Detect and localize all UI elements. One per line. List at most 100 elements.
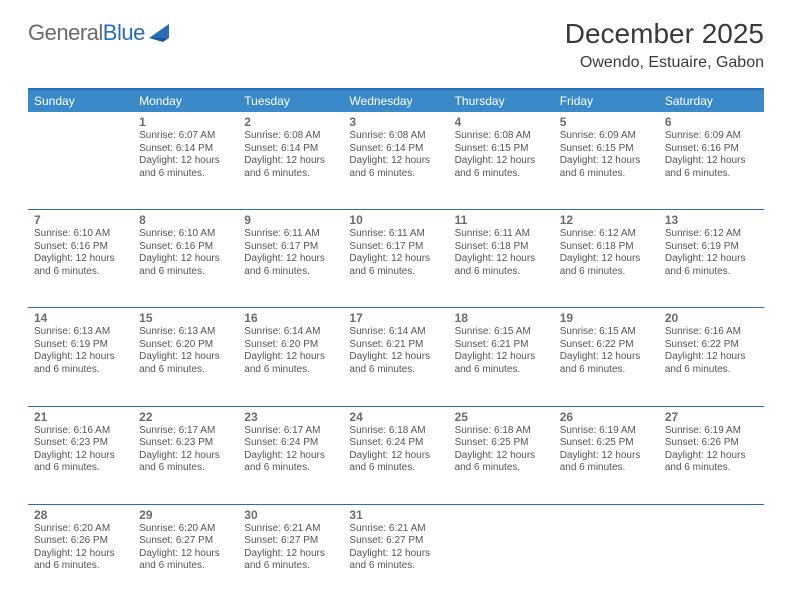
calendar-day: 28Sunrise: 6:20 AMSunset: 6:26 PMDayligh… [28, 505, 133, 602]
daylight-text: Daylight: 12 hours and 6 minutes. [665, 351, 758, 376]
day-number: 11 [455, 213, 548, 227]
calendar-day: 14Sunrise: 6:13 AMSunset: 6:19 PMDayligh… [28, 308, 133, 405]
calendar-week: 1Sunrise: 6:07 AMSunset: 6:14 PMDaylight… [28, 112, 764, 210]
daylight-text: Daylight: 12 hours and 6 minutes. [560, 155, 653, 180]
sunrise-text: Sunrise: 6:19 AM [665, 425, 758, 438]
sunrise-text: Sunrise: 6:15 AM [455, 326, 548, 339]
page: GeneralBlue December 2025 Owendo, Estuai… [0, 0, 792, 612]
sunset-text: Sunset: 6:27 PM [244, 535, 337, 548]
sunset-text: Sunset: 6:22 PM [560, 339, 653, 352]
day-number: 9 [244, 213, 337, 227]
daylight-text: Daylight: 12 hours and 6 minutes. [455, 155, 548, 180]
day-number: 2 [244, 115, 337, 129]
calendar-day: 31Sunrise: 6:21 AMSunset: 6:27 PMDayligh… [343, 505, 448, 602]
sunset-text: Sunset: 6:17 PM [244, 241, 337, 254]
weekday-label: Tuesday [238, 90, 343, 112]
day-number: 27 [665, 410, 758, 424]
calendar-day [659, 505, 764, 602]
calendar-weeks: 1Sunrise: 6:07 AMSunset: 6:14 PMDaylight… [28, 112, 764, 602]
calendar-day: 17Sunrise: 6:14 AMSunset: 6:21 PMDayligh… [343, 308, 448, 405]
calendar-day: 10Sunrise: 6:11 AMSunset: 6:17 PMDayligh… [343, 210, 448, 307]
calendar: SundayMondayTuesdayWednesdayThursdayFrid… [28, 88, 764, 602]
sunrise-text: Sunrise: 6:18 AM [349, 425, 442, 438]
day-number: 19 [560, 311, 653, 325]
sunrise-text: Sunrise: 6:09 AM [560, 130, 653, 143]
sunrise-text: Sunrise: 6:21 AM [244, 523, 337, 536]
calendar-day: 30Sunrise: 6:21 AMSunset: 6:27 PMDayligh… [238, 505, 343, 602]
day-number: 4 [455, 115, 548, 129]
sunset-text: Sunset: 6:23 PM [34, 437, 127, 450]
sunrise-text: Sunrise: 6:21 AM [349, 523, 442, 536]
calendar-day: 25Sunrise: 6:18 AMSunset: 6:25 PMDayligh… [449, 407, 554, 504]
calendar-day: 5Sunrise: 6:09 AMSunset: 6:15 PMDaylight… [554, 112, 659, 209]
sunrise-text: Sunrise: 6:13 AM [139, 326, 232, 339]
day-number: 31 [349, 508, 442, 522]
weekday-label: Saturday [659, 90, 764, 112]
calendar-day [554, 505, 659, 602]
sunrise-text: Sunrise: 6:11 AM [244, 228, 337, 241]
sunrise-text: Sunrise: 6:08 AM [455, 130, 548, 143]
daylight-text: Daylight: 12 hours and 6 minutes. [34, 548, 127, 573]
daylight-text: Daylight: 12 hours and 6 minutes. [244, 351, 337, 376]
sunset-text: Sunset: 6:17 PM [349, 241, 442, 254]
brand-logo: GeneralBlue [28, 20, 175, 46]
brand-part2: Blue [103, 20, 145, 45]
sunset-text: Sunset: 6:23 PM [139, 437, 232, 450]
daylight-text: Daylight: 12 hours and 6 minutes. [34, 351, 127, 376]
calendar-day: 24Sunrise: 6:18 AMSunset: 6:24 PMDayligh… [343, 407, 448, 504]
calendar-week: 28Sunrise: 6:20 AMSunset: 6:26 PMDayligh… [28, 505, 764, 602]
calendar-day: 11Sunrise: 6:11 AMSunset: 6:18 PMDayligh… [449, 210, 554, 307]
calendar-day: 2Sunrise: 6:08 AMSunset: 6:14 PMDaylight… [238, 112, 343, 209]
daylight-text: Daylight: 12 hours and 6 minutes. [244, 253, 337, 278]
day-number: 3 [349, 115, 442, 129]
sunset-text: Sunset: 6:26 PM [34, 535, 127, 548]
daylight-text: Daylight: 12 hours and 6 minutes. [349, 351, 442, 376]
calendar-day: 6Sunrise: 6:09 AMSunset: 6:16 PMDaylight… [659, 112, 764, 209]
sunset-text: Sunset: 6:14 PM [244, 143, 337, 156]
weekday-label: Sunday [28, 90, 133, 112]
sunset-text: Sunset: 6:15 PM [455, 143, 548, 156]
sunrise-text: Sunrise: 6:08 AM [349, 130, 442, 143]
day-number: 22 [139, 410, 232, 424]
calendar-day: 23Sunrise: 6:17 AMSunset: 6:24 PMDayligh… [238, 407, 343, 504]
calendar-day: 29Sunrise: 6:20 AMSunset: 6:27 PMDayligh… [133, 505, 238, 602]
calendar-day: 9Sunrise: 6:11 AMSunset: 6:17 PMDaylight… [238, 210, 343, 307]
day-number: 21 [34, 410, 127, 424]
daylight-text: Daylight: 12 hours and 6 minutes. [665, 155, 758, 180]
sunrise-text: Sunrise: 6:10 AM [34, 228, 127, 241]
daylight-text: Daylight: 12 hours and 6 minutes. [244, 450, 337, 475]
day-number: 15 [139, 311, 232, 325]
calendar-day: 26Sunrise: 6:19 AMSunset: 6:25 PMDayligh… [554, 407, 659, 504]
location-text: Owendo, Estuaire, Gabon [565, 54, 764, 72]
sunset-text: Sunset: 6:20 PM [139, 339, 232, 352]
sunrise-text: Sunrise: 6:14 AM [244, 326, 337, 339]
sunrise-text: Sunrise: 6:13 AM [34, 326, 127, 339]
day-number: 13 [665, 213, 758, 227]
sunset-text: Sunset: 6:16 PM [34, 241, 127, 254]
sunrise-text: Sunrise: 6:19 AM [560, 425, 653, 438]
sunset-text: Sunset: 6:14 PM [139, 143, 232, 156]
calendar-day: 18Sunrise: 6:15 AMSunset: 6:21 PMDayligh… [449, 308, 554, 405]
daylight-text: Daylight: 12 hours and 6 minutes. [139, 253, 232, 278]
sunset-text: Sunset: 6:19 PM [665, 241, 758, 254]
sunrise-text: Sunrise: 6:09 AM [665, 130, 758, 143]
day-number: 26 [560, 410, 653, 424]
calendar-day: 13Sunrise: 6:12 AMSunset: 6:19 PMDayligh… [659, 210, 764, 307]
sunset-text: Sunset: 6:24 PM [244, 437, 337, 450]
day-number: 7 [34, 213, 127, 227]
weekday-row: SundayMondayTuesdayWednesdayThursdayFrid… [28, 90, 764, 112]
weekday-label: Monday [133, 90, 238, 112]
calendar-week: 14Sunrise: 6:13 AMSunset: 6:19 PMDayligh… [28, 308, 764, 406]
day-number: 23 [244, 410, 337, 424]
sunset-text: Sunset: 6:16 PM [139, 241, 232, 254]
daylight-text: Daylight: 12 hours and 6 minutes. [560, 351, 653, 376]
sunset-text: Sunset: 6:22 PM [665, 339, 758, 352]
sunrise-text: Sunrise: 6:17 AM [244, 425, 337, 438]
weekday-label: Friday [554, 90, 659, 112]
day-number: 1 [139, 115, 232, 129]
sunrise-text: Sunrise: 6:11 AM [455, 228, 548, 241]
day-number: 25 [455, 410, 548, 424]
daylight-text: Daylight: 12 hours and 6 minutes. [349, 450, 442, 475]
daylight-text: Daylight: 12 hours and 6 minutes. [34, 253, 127, 278]
sunrise-text: Sunrise: 6:16 AM [665, 326, 758, 339]
